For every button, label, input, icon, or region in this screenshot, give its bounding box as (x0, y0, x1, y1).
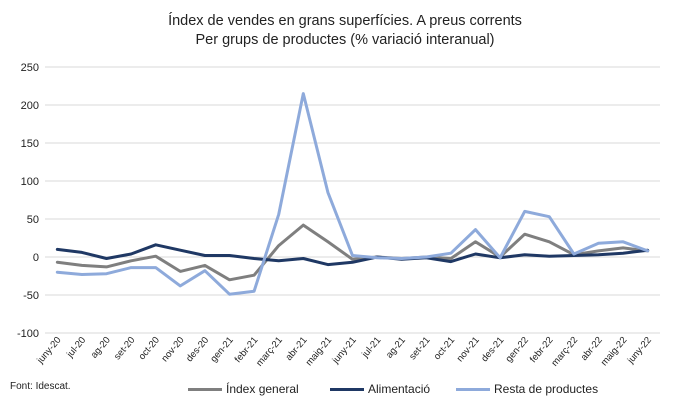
x-tick-label: gen-22 (504, 335, 531, 365)
series-line-1 (55, 243, 650, 267)
y-tick-label: 50 (27, 214, 39, 226)
series-line-2 (55, 92, 650, 296)
x-tick-label: set-21 (407, 335, 432, 362)
y-tick-label: 250 (21, 62, 39, 74)
y-tick-label: 100 (21, 176, 39, 188)
x-tick-label: jul-20 (64, 335, 88, 361)
x-tick-label: jul-21 (359, 335, 383, 361)
x-tick-label: set-20 (112, 335, 137, 362)
legend-label: Alimentació (368, 382, 431, 396)
y-tick-label: -50 (23, 290, 39, 302)
x-tick-label: maig-22 (599, 335, 629, 368)
legend-item-index-general: Índex general (188, 381, 299, 397)
y-tick-label: 150 (21, 138, 39, 150)
x-tick-label: oct-21 (432, 335, 457, 362)
legend-item-alimentacio: Alimentació (330, 381, 430, 397)
legend-label: Índex general (226, 382, 299, 396)
x-tick-label: des-21 (479, 335, 506, 364)
x-tick-label: març-22 (549, 335, 580, 369)
x-tick-label: nov-20 (159, 335, 186, 364)
legend-item-resta-de-productes: Resta de productes (456, 381, 598, 397)
chart-subtitle: Per grups de productes (% variació inter… (195, 32, 495, 48)
y-tick-label: 200 (21, 100, 39, 112)
y-tick-label: -100 (17, 328, 39, 340)
x-tick-label: juny-22 (625, 335, 654, 367)
x-tick-label: oct-20 (137, 335, 162, 362)
y-tick-label: 0 (33, 252, 39, 264)
legend-swatch (456, 387, 490, 391)
chart-title: Índex de vendes en grans superfícies. A … (168, 13, 522, 29)
x-tick-label: gen-21 (208, 335, 235, 365)
legend-swatch (330, 387, 364, 391)
series-line-0 (55, 223, 650, 282)
legend-label: Resta de productes (494, 382, 599, 396)
x-tick-label: març-21 (254, 335, 285, 369)
source-note: Font: Idescat. (10, 381, 71, 392)
x-tick-label: nov-21 (455, 335, 482, 364)
legend-swatch (188, 387, 222, 391)
x-tick-label: des-20 (184, 335, 211, 364)
x-tick-label: maig-21 (304, 335, 334, 368)
x-tick-label: ag-21 (384, 335, 408, 361)
x-tick-label: ag-20 (89, 335, 113, 361)
x-tick-label: juny-21 (330, 335, 359, 367)
